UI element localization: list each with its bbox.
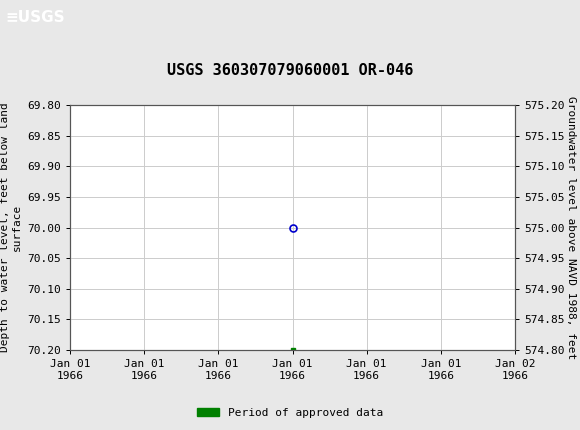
Y-axis label: Groundwater level above NAVD 1988, feet: Groundwater level above NAVD 1988, feet <box>566 96 575 359</box>
Y-axis label: Depth to water level, feet below land
surface: Depth to water level, feet below land su… <box>0 103 21 352</box>
Text: USGS 360307079060001 OR-046: USGS 360307079060001 OR-046 <box>167 62 413 77</box>
Text: ≡USGS: ≡USGS <box>6 10 66 25</box>
Legend: Period of approved data: Period of approved data <box>193 403 387 422</box>
